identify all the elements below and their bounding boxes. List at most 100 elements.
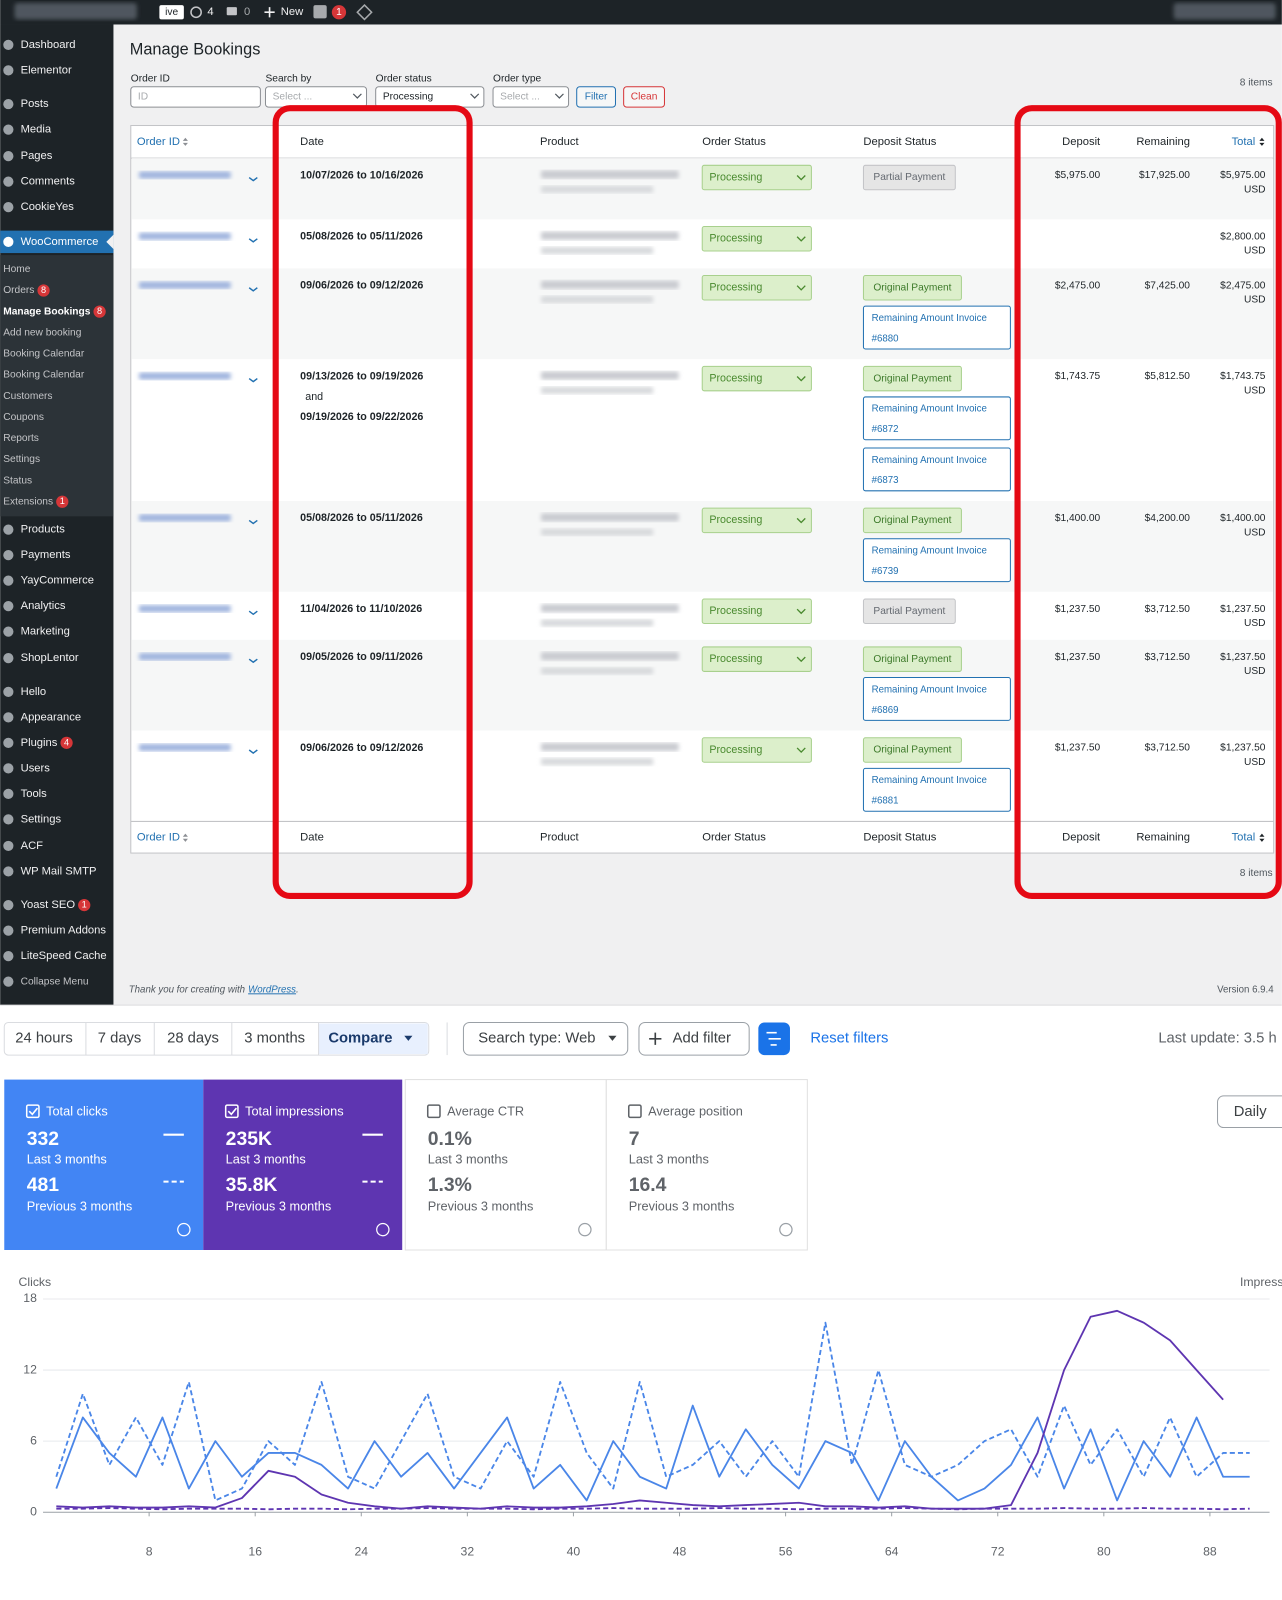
invoice-badge[interactable] xyxy=(862,677,1011,721)
menu-item[interactable]: Dashboard xyxy=(21,39,76,51)
menu-item[interactable]: Add new booking xyxy=(3,327,81,338)
status-select[interactable] xyxy=(701,646,812,672)
range-button[interactable]: 7 days xyxy=(98,1031,142,1047)
site-tag-text: ive xyxy=(165,7,178,18)
highlight-box xyxy=(1014,105,1282,899)
menu-item[interactable]: WP Mail SMTP xyxy=(21,865,97,877)
menu-item[interactable]: LiteSpeed Cache xyxy=(21,950,107,962)
menu-item[interactable]: Comments xyxy=(21,176,76,188)
metric-current: 0.1% xyxy=(428,1128,472,1150)
new-link[interactable]: New xyxy=(281,6,304,18)
invoice-badge[interactable] xyxy=(862,767,1011,812)
column-header[interactable]: Order ID xyxy=(137,136,180,148)
menu-item[interactable]: CookieYes xyxy=(21,201,75,213)
remaining-amount: $17,925.00 xyxy=(1139,170,1190,181)
menu-item[interactable]: Marketing xyxy=(21,626,70,638)
blurred-product xyxy=(541,619,654,627)
status-select[interactable] xyxy=(701,737,812,763)
row-toggle xyxy=(248,378,258,383)
menu-item[interactable]: Elementor xyxy=(21,64,72,76)
compare-button[interactable]: Compare xyxy=(328,1031,392,1047)
menu-item[interactable]: Reports xyxy=(3,433,39,444)
filter-button[interactable] xyxy=(576,86,616,108)
menu-item[interactable]: YayCommerce xyxy=(21,575,94,587)
column-header[interactable]: Total xyxy=(1232,136,1256,148)
series-line xyxy=(56,1309,1224,1510)
menu-item[interactable]: Orders xyxy=(3,285,34,296)
footer-link[interactable]: WordPress xyxy=(248,984,296,995)
metric-card[interactable] xyxy=(4,1079,204,1250)
currency: USD xyxy=(1244,666,1266,677)
menu-item[interactable]: Tools xyxy=(21,788,48,800)
chevron xyxy=(796,175,806,181)
range-button[interactable]: 24 hours xyxy=(15,1031,73,1047)
add-filter-button[interactable] xyxy=(638,1021,750,1056)
total-amount: $2,800.00 xyxy=(1220,231,1266,242)
blurred-product xyxy=(541,758,654,766)
menu-item[interactable]: Settings xyxy=(3,454,40,465)
invoice-badge[interactable] xyxy=(862,538,1011,583)
invoice-badge[interactable] xyxy=(862,396,1011,441)
metric-card[interactable] xyxy=(203,1079,403,1250)
range-button[interactable]: 28 days xyxy=(167,1031,219,1047)
menu-item[interactable]: Premium Addons xyxy=(21,925,107,937)
menu-item[interactable]: ACF xyxy=(21,840,44,852)
status-select[interactable] xyxy=(701,164,812,191)
comments-count[interactable]: 0 xyxy=(244,6,250,18)
menu-item[interactable]: Status xyxy=(3,475,32,486)
column-footer[interactable]: Order ID xyxy=(137,832,180,844)
menu-item[interactable]: Analytics xyxy=(21,600,66,612)
invoice-badge[interactable] xyxy=(862,447,1011,492)
sort-icon xyxy=(1259,137,1265,146)
clean-button[interactable] xyxy=(623,86,665,108)
menu-icon xyxy=(3,840,14,852)
filter-input[interactable] xyxy=(492,86,570,108)
status-select[interactable] xyxy=(701,507,812,534)
daily-button[interactable] xyxy=(1217,1095,1282,1129)
menu-item[interactable]: Extensions xyxy=(3,496,53,507)
seo-badge-count: 1 xyxy=(336,7,342,18)
menu-icon xyxy=(3,626,14,637)
collapse-menu[interactable]: Collapse Menu xyxy=(21,976,89,987)
status-select[interactable] xyxy=(701,365,812,392)
menu-item[interactable]: Booking Calendar xyxy=(3,370,85,381)
series-line xyxy=(56,1507,1250,1511)
deposit-amount: $5,975.00 xyxy=(1055,170,1101,181)
menu-item[interactable]: Customers xyxy=(3,391,52,402)
menu-item[interactable]: Posts xyxy=(21,98,49,110)
menu-item[interactable]: Home xyxy=(3,264,31,275)
status-select[interactable] xyxy=(701,226,812,252)
updates-count[interactable]: 4 xyxy=(207,6,213,18)
menu-item[interactable]: Manage Bookings xyxy=(3,306,91,317)
metric-name: Total clicks xyxy=(46,1104,108,1119)
menu-icon xyxy=(3,653,14,664)
menu-item[interactable]: Appearance xyxy=(21,711,82,723)
menu-item[interactable]: Settings xyxy=(21,813,62,825)
filter-input[interactable] xyxy=(130,86,261,108)
order-status: Processing xyxy=(709,372,762,384)
status-select[interactable] xyxy=(701,275,812,301)
menu-item[interactable]: Hello xyxy=(21,686,47,698)
menu-item[interactable]: Payments xyxy=(21,549,71,561)
range-button[interactable]: 3 months xyxy=(244,1031,305,1047)
column-footer[interactable]: Total xyxy=(1232,832,1256,844)
menu-item[interactable]: Coupons xyxy=(3,412,44,423)
invoice-badge[interactable] xyxy=(862,305,1011,350)
metric-card[interactable] xyxy=(605,1079,808,1251)
search-type-button[interactable] xyxy=(462,1021,629,1056)
menu-item[interactable]: ShopLentor xyxy=(21,652,79,664)
menu-item[interactable]: Media xyxy=(21,124,52,136)
blurred-user xyxy=(1173,3,1276,20)
order-status: Processing xyxy=(709,514,762,526)
menu-item[interactable]: Booking Calendar xyxy=(3,349,85,360)
menu-item[interactable]: Plugins xyxy=(21,737,58,749)
status-select[interactable] xyxy=(701,598,812,624)
menu-item[interactable]: WooCommerce xyxy=(21,236,99,248)
menu-item[interactable]: Yoast SEO xyxy=(21,899,76,911)
menu-item[interactable]: Pages xyxy=(21,150,53,162)
menu-item[interactable]: Users xyxy=(21,762,51,774)
check xyxy=(227,1107,238,1116)
reset-filters[interactable]: Reset filters xyxy=(810,1031,888,1047)
menu-item[interactable]: Products xyxy=(21,524,66,536)
chevron xyxy=(554,93,564,99)
